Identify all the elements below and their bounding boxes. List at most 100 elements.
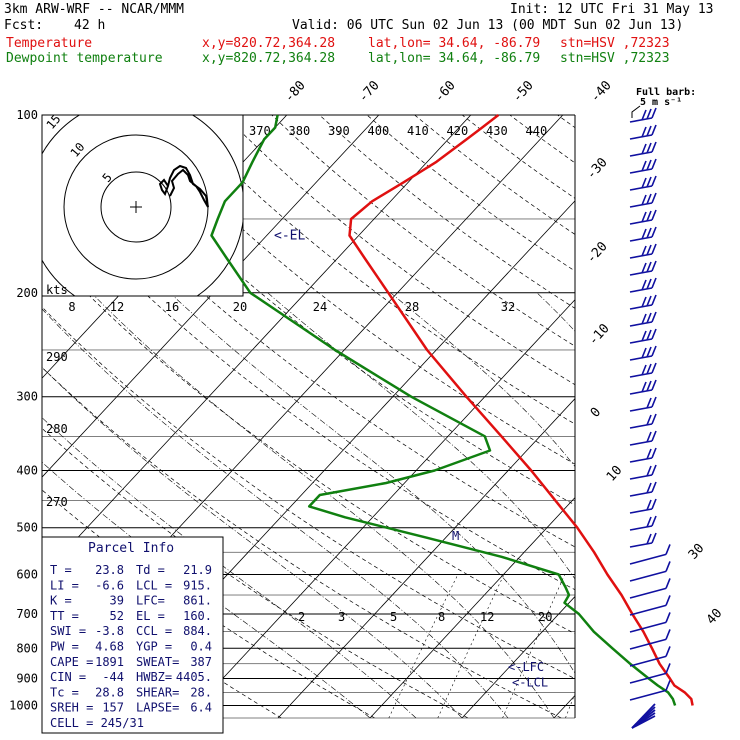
isotherm-line	[185, 299, 575, 718]
parcel-value: 861.	[183, 594, 212, 608]
wind-barb-flag	[665, 663, 671, 674]
dry-adiabat-line	[653, 115, 740, 718]
moist-adiabat-line	[42, 308, 509, 718]
wind-barb-flag	[651, 379, 657, 391]
wind-barb-shaft	[629, 457, 653, 463]
wind-barb-flag	[665, 595, 671, 606]
wind-barb-flag	[646, 295, 652, 307]
parcel-info-box	[41, 536, 224, 734]
wind-barb-shaft	[629, 117, 653, 123]
dry-adiabat-line	[176, 115, 575, 425]
wind-barb-flag	[646, 397, 652, 409]
wind-barb-flag	[641, 177, 647, 189]
hodograph-box	[41, 114, 244, 297]
isotherm-label-top: -80	[282, 78, 309, 105]
wind-barb-flag	[646, 533, 652, 545]
parcel-value: 21.9	[183, 563, 212, 577]
wind-barb-flag	[651, 311, 657, 323]
wind-barb-flag	[646, 159, 652, 171]
wind-barb-flag	[641, 347, 647, 359]
parcel-label: K =	[50, 594, 72, 608]
dry-adiabat-line	[223, 115, 575, 386]
parcel-value: 28.	[190, 685, 212, 699]
isotherm-label-top: -40	[588, 78, 615, 105]
wind-barb-flag	[641, 160, 647, 172]
wind-barb-flag	[646, 499, 652, 511]
dry-adiabat-line	[509, 115, 575, 164]
dry-adiabat-line	[42, 427, 469, 718]
wind-barb-flag	[641, 245, 647, 257]
sounding-series	[210, 114, 694, 706]
wind-barb-flag	[651, 124, 657, 136]
wind-barb-flag	[651, 498, 657, 510]
parcel-value: 160.	[183, 609, 212, 623]
barb-legend-sample	[631, 105, 641, 118]
wind-barb-flag	[646, 108, 652, 120]
parcel-label: Td =	[136, 563, 165, 577]
temperature-latlon: lat,lon= 34.64, -86.79	[368, 36, 541, 51]
wind-barb-flag	[646, 431, 652, 443]
wind-barb-flag	[651, 430, 657, 442]
theta-left-label: 280	[46, 422, 68, 436]
wind-barb-shaft	[629, 406, 653, 412]
theta-label: 400	[368, 124, 390, 138]
parcel-value: 52	[110, 609, 124, 623]
wind-barb-flag	[646, 176, 652, 188]
temperature-legend: Temperature	[6, 36, 93, 51]
wind-barb-flag	[651, 277, 657, 289]
wind-barb-shaft	[629, 525, 653, 531]
wind-barb-shaft	[631, 715, 656, 729]
wind-barb-flag	[641, 296, 647, 308]
wind-barb-flag	[641, 126, 647, 138]
parcel-label: SWI =	[50, 624, 86, 638]
moist-adiabat-line	[390, 292, 575, 468]
isotherm-line	[369, 496, 575, 718]
parcel-value: 6.4	[190, 701, 212, 715]
cursor-marker: M	[452, 529, 459, 543]
mixing-ratio-label: 12	[480, 610, 494, 624]
pressure-label: 800	[16, 641, 38, 655]
moist-adiabat-line	[681, 293, 740, 718]
theta-label: 410	[407, 124, 429, 138]
isotherm-label-right: -10	[586, 321, 613, 348]
wind-barb-flag	[665, 680, 671, 691]
mixing-ratio-label: 2	[298, 610, 305, 624]
pressure-label: 900	[16, 671, 38, 685]
theta-label: 370	[249, 124, 271, 138]
dry-adiabat-line	[128, 115, 575, 465]
wind-barb-flag	[651, 243, 657, 255]
wind-barb-shaft	[629, 151, 653, 157]
mixing-ratio-lines	[388, 574, 575, 718]
wind-barb-flag	[646, 193, 652, 205]
theta-label: 430	[486, 124, 508, 138]
wind-barb-flag	[641, 330, 647, 342]
parcel-label: SHEAR=	[136, 685, 179, 699]
dry-adiabat-line	[81, 115, 575, 506]
wind-barb-flag	[651, 532, 657, 544]
parcel-label: CELL = 245/31	[50, 716, 144, 730]
hodograph-ring	[100, 171, 172, 243]
wind-barb-flag	[646, 465, 652, 477]
wind-barb-shaft	[629, 587, 667, 599]
annotations: <-EL <-LFC <-LCL M	[274, 229, 548, 690]
wind-barb-shaft	[629, 185, 653, 191]
parcel-label: Tc =	[50, 685, 79, 699]
wind-barb-flag	[641, 228, 647, 240]
speed-tick-label: 28	[405, 300, 419, 314]
wind-barb-flag	[665, 646, 671, 657]
el-marker: <-EL	[274, 229, 305, 244]
wind-barb-flag	[651, 107, 657, 119]
parcel-label: CIN =	[50, 670, 86, 684]
mixing-ratio-line	[437, 574, 505, 718]
moist-adiabat-line	[169, 292, 575, 674]
dewpoint-line	[210, 114, 677, 706]
parcel-label: TT =	[50, 609, 79, 623]
mixing-ratio-label: 20	[538, 610, 552, 624]
isotherm-label-top: -70	[356, 78, 383, 105]
parcel-value: -44	[102, 670, 124, 684]
speed-tick-label: 16	[165, 300, 179, 314]
pressure-label: 300	[16, 390, 38, 404]
theta-left-label: 290	[46, 350, 68, 364]
wind-barb-flag	[651, 226, 657, 238]
